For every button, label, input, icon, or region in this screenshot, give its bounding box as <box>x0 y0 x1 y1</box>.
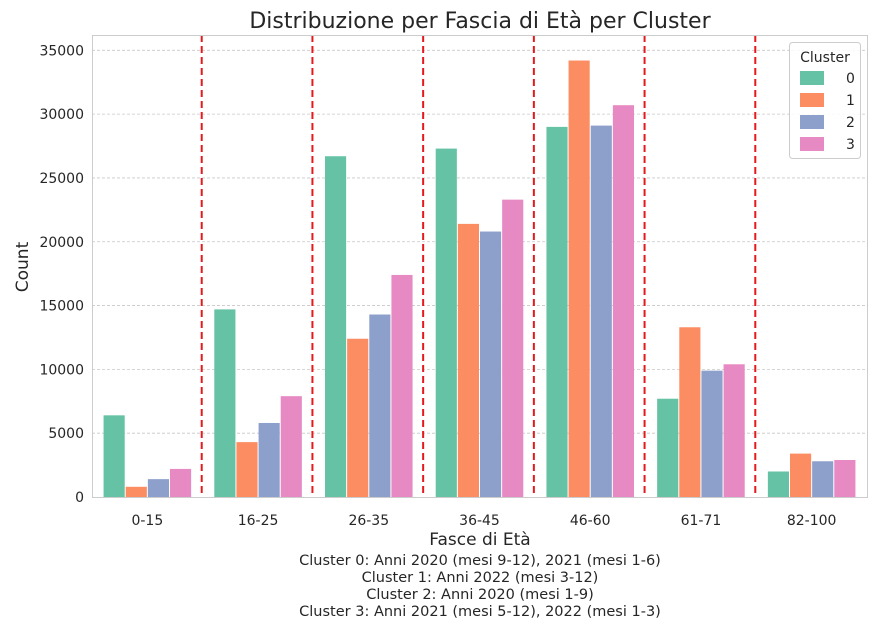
legend-swatch-1 <box>800 93 824 107</box>
bar-cluster-2-26-35 <box>369 314 391 497</box>
bar-cluster-0-36-45 <box>435 148 457 497</box>
legend-label-3: 3 <box>846 137 855 153</box>
bar-cluster-3-36-45 <box>502 199 524 497</box>
bar-cluster-3-61-71 <box>723 364 745 497</box>
bar-cluster-1-36-45 <box>457 223 479 497</box>
x-tick-label: 36-45 <box>459 513 500 529</box>
caption-line-3: Cluster 3: Anni 2021 (mesi 5-12), 2022 (… <box>299 604 661 620</box>
bar-cluster-1-0-15 <box>125 486 147 497</box>
bar-cluster-2-61-71 <box>701 370 723 497</box>
bar-cluster-2-0-15 <box>147 479 169 497</box>
x-axis-ticks: 0-15 16-25 26-35 36-45 46-60 61-71 82-100 <box>131 513 836 529</box>
y-tick-label: 0 <box>75 490 84 506</box>
x-tick-label: 26-35 <box>348 513 389 529</box>
legend-swatch-3 <box>800 137 824 151</box>
x-tick-label: 82-100 <box>787 513 837 529</box>
chart-title: Distribuzione per Fascia di Età per Clus… <box>249 9 711 34</box>
legend-swatch-2 <box>800 115 824 129</box>
bar-cluster-1-82-100 <box>790 453 812 497</box>
y-tick-label: 30000 <box>39 107 84 123</box>
y-tick-label: 25000 <box>39 171 84 187</box>
x-axis-label: Fasce di Età <box>429 530 530 550</box>
y-tick-label: 20000 <box>39 235 84 251</box>
y-axis-ticks: 0 5000 10000 15000 20000 25000 30000 35000 <box>39 43 84 506</box>
bar-cluster-2-46-60 <box>590 125 612 498</box>
legend: Cluster 0 1 2 3 <box>789 42 861 159</box>
bar-cluster-0-46-60 <box>546 126 568 498</box>
bar-cluster-2-16-25 <box>258 422 280 497</box>
bar-cluster-1-16-25 <box>236 442 258 497</box>
plot-frame <box>92 35 868 498</box>
bar-cluster-2-82-100 <box>812 461 834 497</box>
x-tick-label: 0-15 <box>131 513 163 529</box>
bar-cluster-1-26-35 <box>347 338 369 497</box>
bar-cluster-0-0-15 <box>103 415 125 497</box>
y-tick-label: 35000 <box>39 43 84 59</box>
bar-cluster-1-46-60 <box>568 60 590 497</box>
y-tick-label: 5000 <box>48 426 84 442</box>
y-tick-label: 15000 <box>39 299 84 315</box>
bar-cluster-0-16-25 <box>214 309 236 497</box>
bar-cluster-0-61-71 <box>657 398 679 497</box>
bar-cluster-3-46-60 <box>612 105 634 498</box>
separator-lines <box>200 35 757 497</box>
caption-line-0: Cluster 0: Anni 2020 (mesi 9-12), 2021 (… <box>299 553 661 569</box>
legend-label-2: 2 <box>846 115 855 131</box>
bars <box>103 60 856 498</box>
legend-swatch-0 <box>800 71 824 85</box>
bar-cluster-3-82-100 <box>834 459 856 497</box>
y-axis-label: Count <box>13 241 33 292</box>
bar-cluster-3-26-35 <box>391 274 413 497</box>
caption-line-1: Cluster 1: Anni 2022 (mesi 3-12) <box>361 570 599 586</box>
bar-cluster-3-16-25 <box>280 396 302 497</box>
bar-cluster-0-26-35 <box>325 156 347 497</box>
legend-label-0: 0 <box>846 71 855 87</box>
x-tick-label: 46-60 <box>570 513 611 529</box>
x-tick-label: 61-71 <box>681 513 722 529</box>
bar-cluster-0-82-100 <box>767 471 789 497</box>
legend-label-1: 1 <box>846 93 855 109</box>
grid-lines <box>92 49 867 434</box>
x-tick-label: 16-25 <box>238 513 279 529</box>
bar-cluster-2-36-45 <box>480 231 502 497</box>
legend-title: Cluster <box>800 50 850 66</box>
cluster-caption: Cluster 0: Anni 2020 (mesi 9-12), 2021 (… <box>92 553 868 621</box>
bar-cluster-1-61-71 <box>679 327 701 497</box>
bar-cluster-3-0-15 <box>170 468 192 497</box>
y-tick-label: 10000 <box>39 362 84 378</box>
caption-line-2: Cluster 2: Anni 2020 (mesi 1-9) <box>366 587 594 603</box>
